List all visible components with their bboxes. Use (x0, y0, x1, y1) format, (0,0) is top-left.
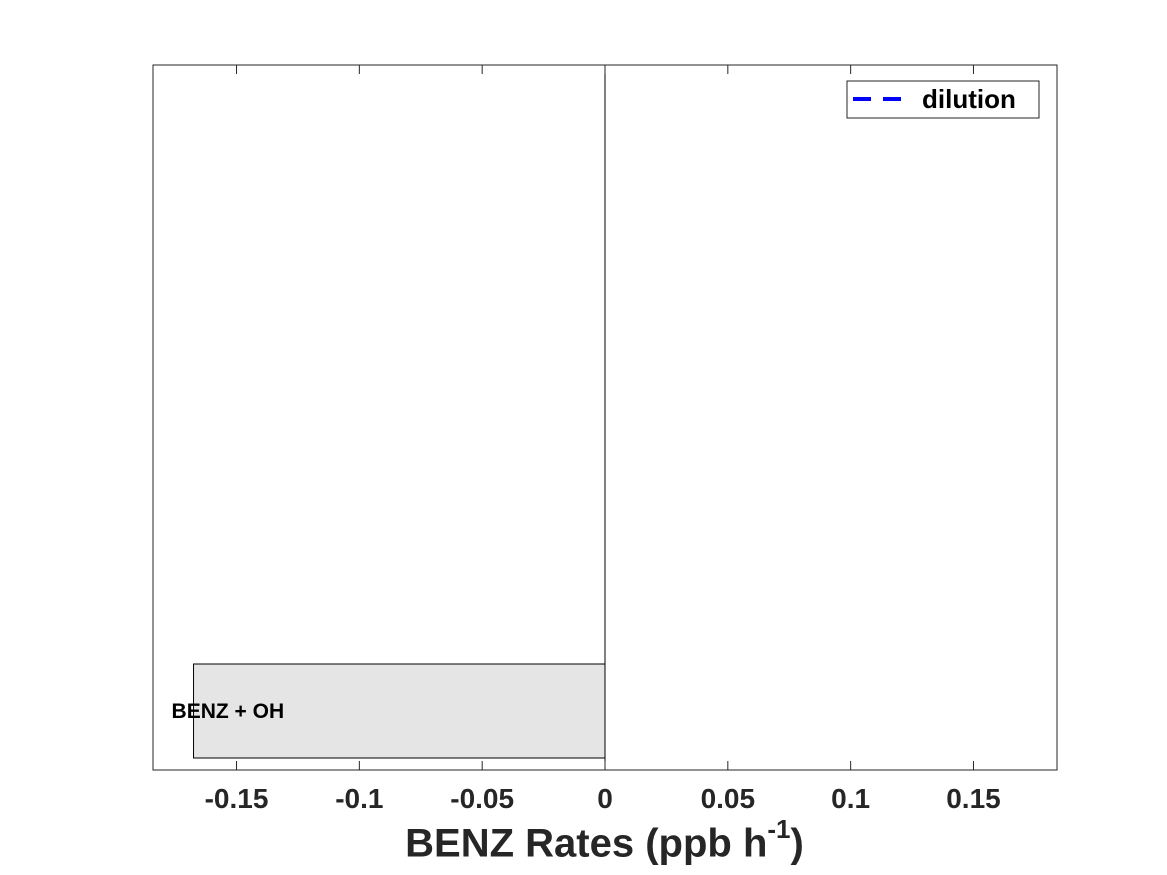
x-tick-label: -0.05 (450, 783, 514, 814)
x-ticks: -0.15 -0.1 -0.05 0 0.05 0.1 0.15 (205, 65, 1001, 814)
x-axis-title: BENZ Rates (ppb h-1) (0, 814, 1167, 866)
legend-box (846, 80, 1040, 119)
x-tick-label: 0.15 (946, 783, 1001, 814)
x-axis-title-main: BENZ Rates (ppb h (405, 821, 768, 866)
x-tick-label: 0.05 (701, 783, 756, 814)
bars: BENZ + OH (172, 663, 606, 759)
legend: dilution (846, 80, 1040, 119)
x-tick-label: 0.1 (831, 783, 870, 814)
x-tick-label: 0 (597, 783, 613, 814)
bar (193, 663, 606, 759)
bar-label: BENZ + OH (172, 700, 285, 723)
x-tick-label: -0.15 (205, 783, 269, 814)
x-axis-title-superscript: -1 (767, 814, 791, 844)
x-axis-title-close: ) (790, 821, 804, 866)
x-tick-label: -0.1 (335, 783, 383, 814)
legend-dilution-label: dilution (922, 84, 1016, 114)
